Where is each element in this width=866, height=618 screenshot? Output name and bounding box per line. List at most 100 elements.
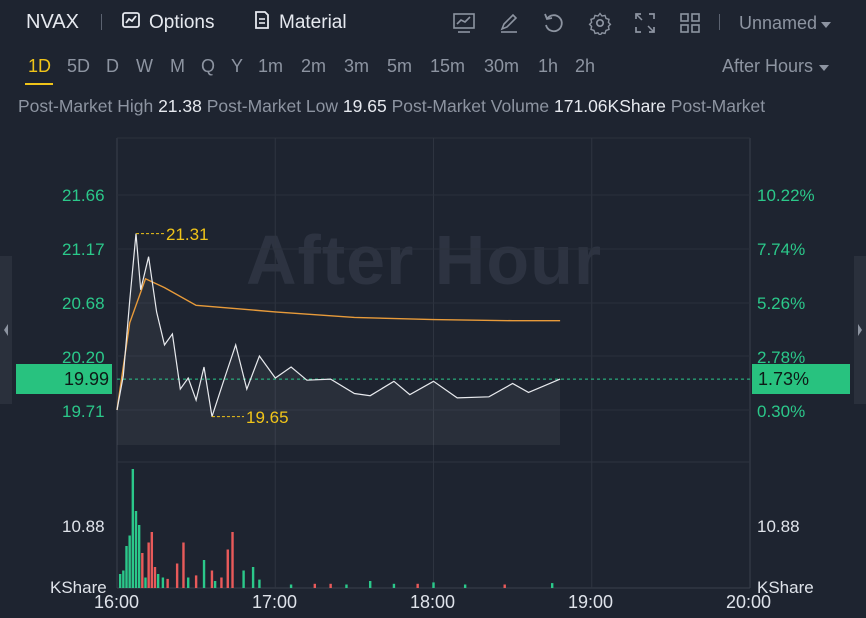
gear-icon[interactable] <box>587 10 613 36</box>
tab-15m[interactable]: 15m <box>430 56 466 76</box>
average-price-line <box>116 277 561 411</box>
right-panel-toggle[interactable] <box>854 256 866 404</box>
volume-bar <box>141 553 144 588</box>
volume-bar <box>134 511 138 588</box>
refresh-icon[interactable] <box>541 10 567 36</box>
price-line <box>116 233 561 417</box>
tab-y[interactable]: Y <box>231 56 244 76</box>
chevron-down-icon <box>821 21 832 28</box>
chart-icon[interactable] <box>451 10 477 36</box>
low-label: Post-Market Low <box>206 96 339 116</box>
chevron-right-icon <box>858 324 862 336</box>
volume-tick-right: 10.88 <box>757 517 800 536</box>
high-annotation: 21.31 <box>166 225 209 244</box>
options-label: Options <box>149 12 215 33</box>
volume-bar <box>242 570 245 588</box>
low-value: 19.65 <box>342 96 387 116</box>
expand-icon[interactable] <box>632 10 658 36</box>
tab-1h[interactable]: 1h <box>538 56 559 76</box>
grid-icon[interactable] <box>677 10 703 36</box>
tab-30m[interactable]: 30m <box>484 56 520 76</box>
volume-bar <box>369 581 372 588</box>
toolbar-divider <box>719 14 720 30</box>
volume-bar <box>175 563 179 588</box>
session-selector[interactable]: After Hours <box>722 56 830 77</box>
volume-bar <box>156 574 160 588</box>
time-tick: 20:00 <box>726 592 772 612</box>
volume-bar <box>251 567 255 588</box>
tab-w[interactable]: W <box>136 56 153 76</box>
session-selector-label: After Hours <box>722 56 814 76</box>
volume-bar <box>182 542 185 588</box>
tab-2m[interactable]: 2m <box>301 56 327 76</box>
volume-bar <box>161 577 165 588</box>
low-annotation: 19.65 <box>246 408 289 427</box>
volume-bar <box>137 525 141 588</box>
volume-unit-left: KShare <box>50 578 107 597</box>
current-price-value: 19.99 <box>64 368 110 389</box>
post-market-stats: Post-Market High 21.38 Post-Market Low 1… <box>18 96 765 117</box>
material-label: Material <box>279 12 347 33</box>
tab-1d[interactable]: 1D <box>28 56 52 76</box>
price-tick: 21.17 <box>62 240 105 259</box>
material-button[interactable]: Material <box>253 10 347 36</box>
price-tick: 20.20 <box>62 348 105 367</box>
chevron-left-icon <box>4 324 8 336</box>
options-button[interactable]: Options <box>121 10 214 36</box>
tab-5m[interactable]: 5m <box>387 56 413 76</box>
percent-tick: 5.26% <box>757 294 806 313</box>
volume-bar <box>125 546 128 588</box>
edit-icon[interactable] <box>496 10 522 36</box>
tab-5d[interactable]: 5D <box>67 56 91 76</box>
tab-q[interactable]: Q <box>201 56 216 76</box>
volume-bar <box>166 578 169 588</box>
tab-m[interactable]: M <box>170 56 185 76</box>
active-tab-indicator <box>25 83 53 85</box>
layout-name: Unnamed <box>739 13 818 33</box>
current-price-flag: 19.99 <box>16 364 112 394</box>
current-percent-value: 1.73% <box>758 368 810 389</box>
volume-bar <box>220 577 223 588</box>
current-percent-flag: 1.73% <box>752 364 850 394</box>
toolbar-divider <box>101 14 102 30</box>
time-tick: 19:00 <box>568 592 614 612</box>
ticker-symbol[interactable]: NVAX <box>26 11 79 33</box>
percent-tick: 0.30% <box>757 402 806 421</box>
period-tabs: 1D 5D D W M Q Y 1m 2m 3m 5m 15m 30m 1h 2… <box>0 46 866 90</box>
volume-bar <box>231 532 234 588</box>
left-panel-toggle[interactable] <box>0 256 12 404</box>
trailing-label: Post-Market <box>670 96 766 116</box>
time-tick: 18:00 <box>410 592 456 612</box>
tab-1m[interactable]: 1m <box>258 56 284 76</box>
volume-bar <box>131 469 135 588</box>
volume-bar <box>503 584 506 588</box>
tab-d[interactable]: D <box>106 56 119 76</box>
volume-bar <box>226 549 229 588</box>
time-tick: 17:00 <box>252 592 298 612</box>
volume-bar <box>463 584 467 588</box>
price-area <box>117 233 561 445</box>
chevron-down-icon <box>819 64 830 71</box>
volume-bar <box>187 577 190 588</box>
volume-bar <box>210 570 214 588</box>
volume-bar <box>345 584 348 588</box>
volume-bar <box>289 584 293 588</box>
volume-bar <box>258 579 261 588</box>
volume-bar <box>144 577 147 588</box>
volume-bar <box>194 575 198 588</box>
high-value: 21.38 <box>158 96 202 116</box>
volume-bar <box>213 581 217 588</box>
tab-2h[interactable]: 2h <box>575 56 596 76</box>
tab-3m[interactable]: 3m <box>344 56 370 76</box>
price-tick: 19.71 <box>62 402 105 421</box>
volume-unit-right: KShare <box>757 578 814 597</box>
options-icon <box>121 10 141 36</box>
volume-label: Post-Market Volume <box>391 96 550 116</box>
percent-tick: 7.74% <box>757 240 806 259</box>
percent-tick: 10.22% <box>757 186 815 205</box>
percent-tick: 2.78% <box>757 348 806 367</box>
volume-bar <box>550 583 554 588</box>
volume-value: 171.06KShare <box>554 96 666 116</box>
layout-dropdown[interactable]: Unnamed <box>739 13 832 34</box>
